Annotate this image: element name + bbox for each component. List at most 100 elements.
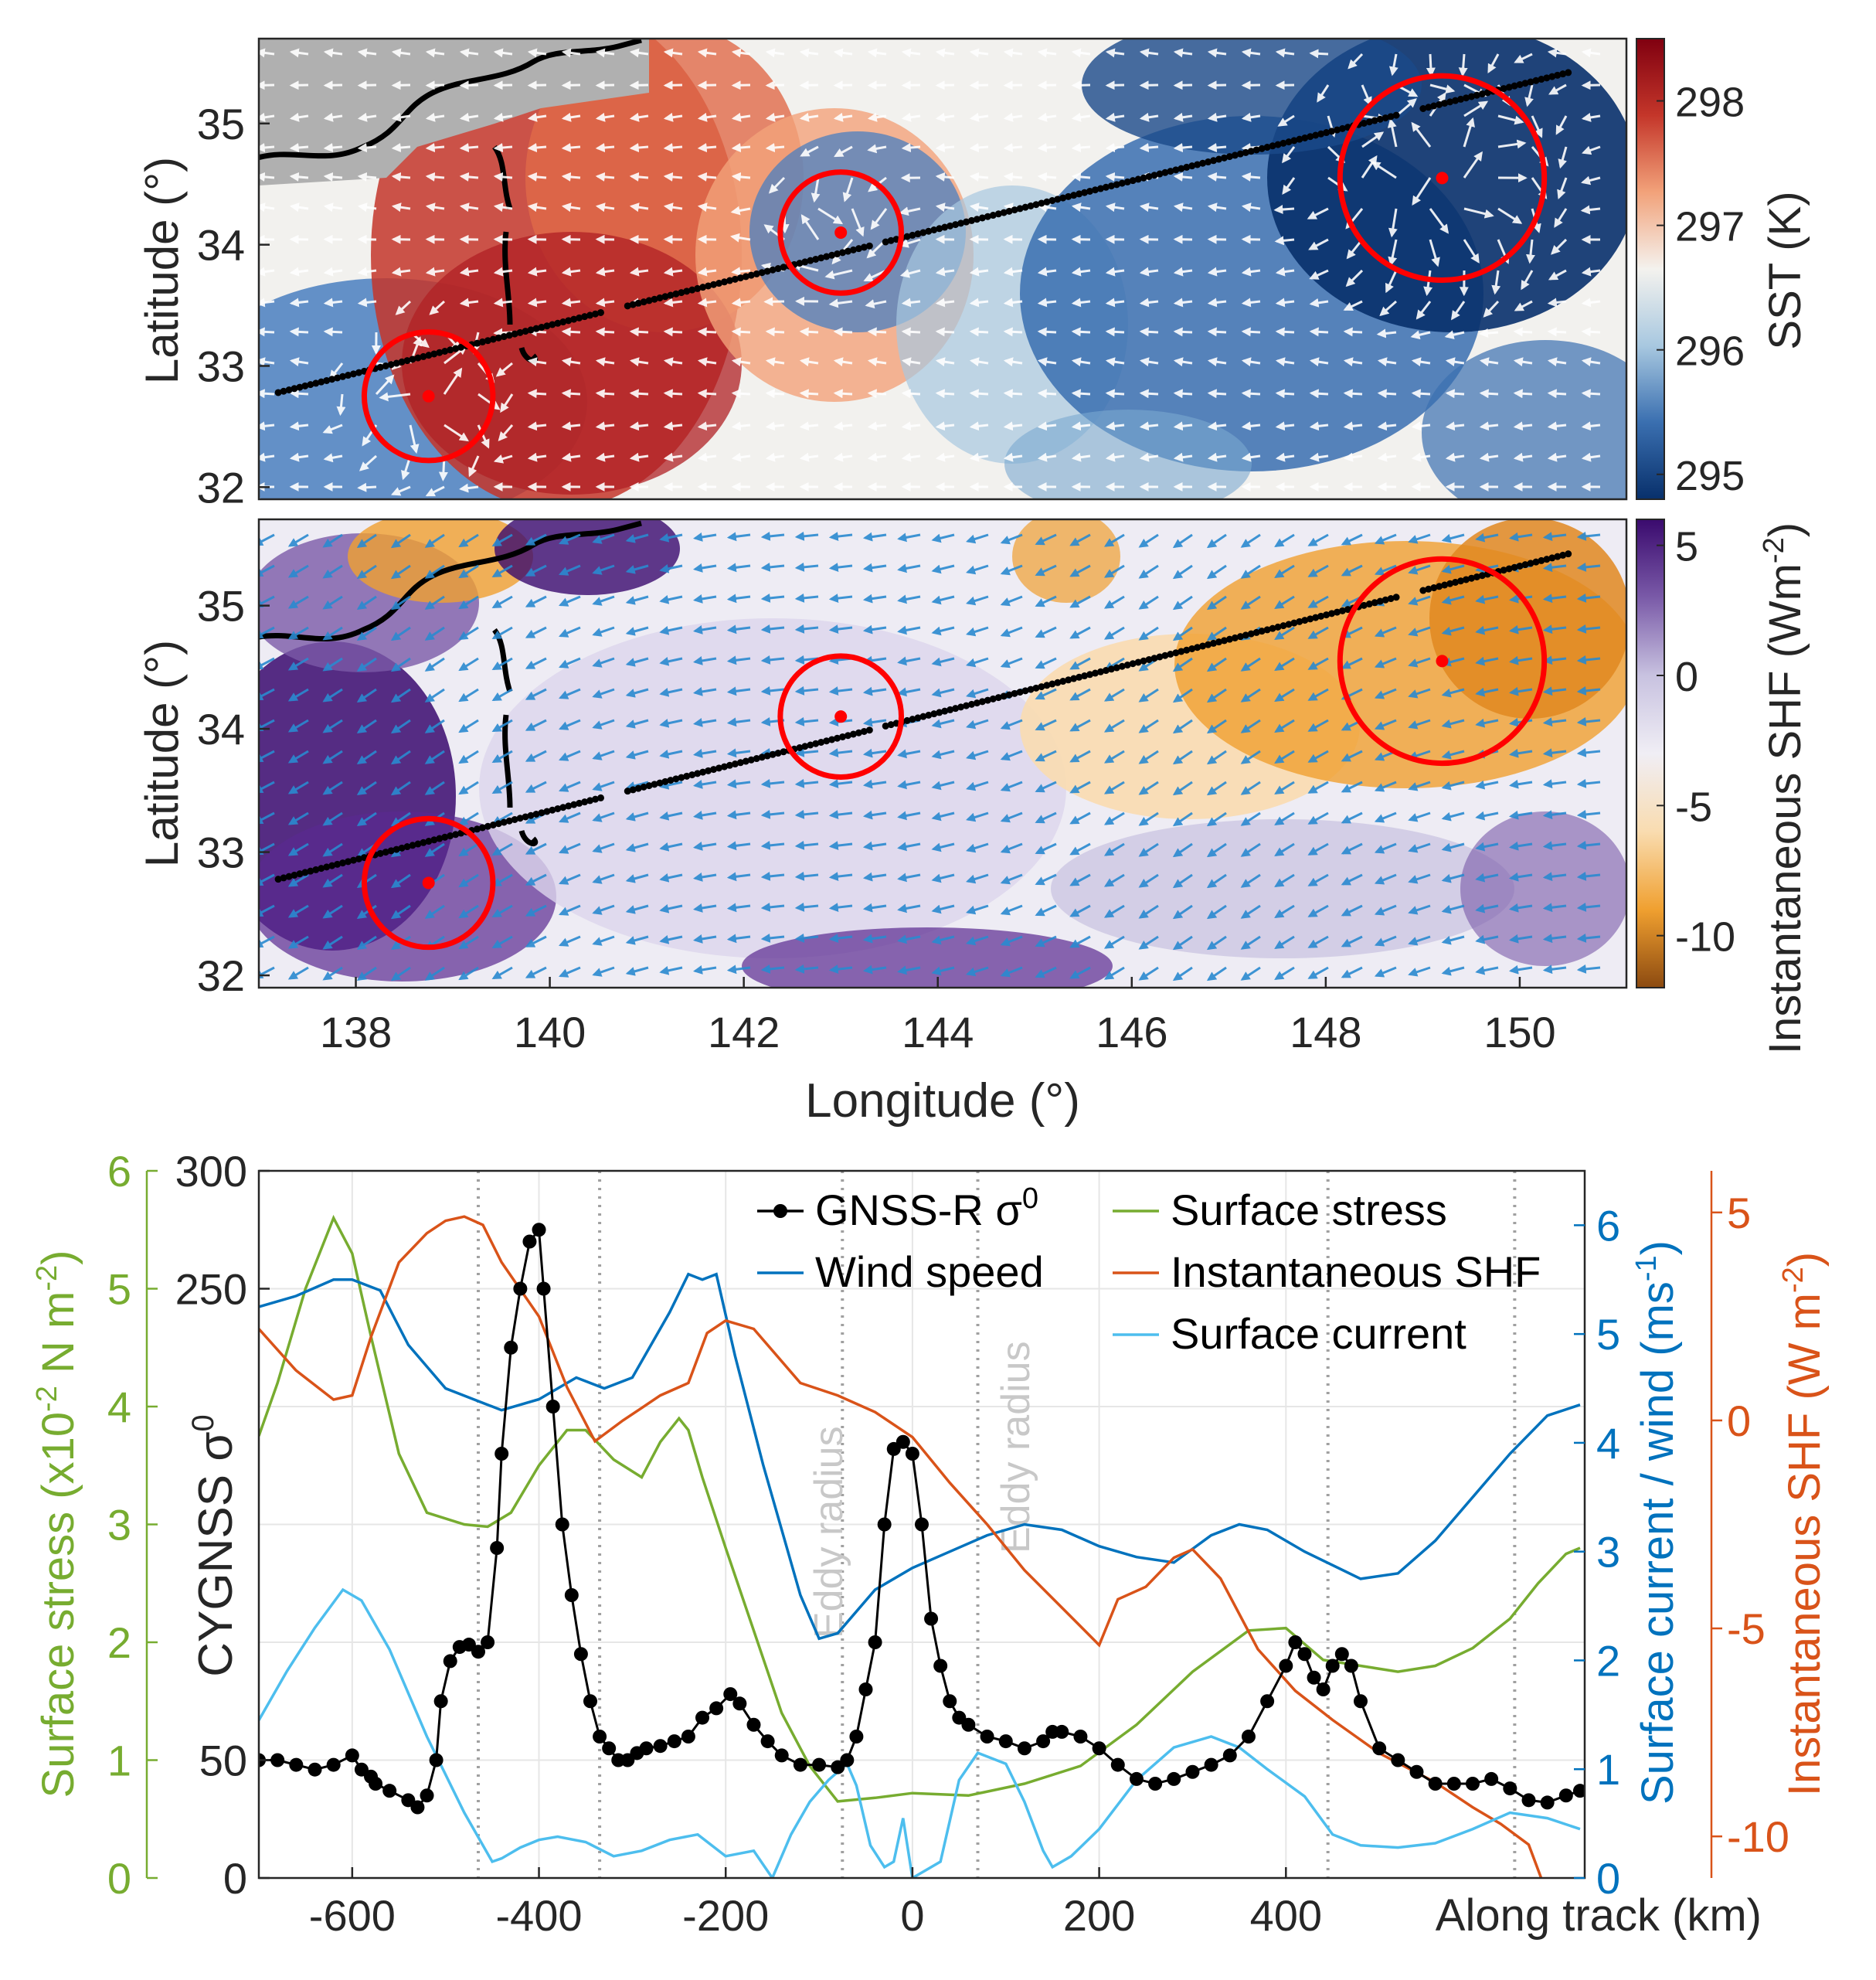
sigma-marker: [369, 1777, 383, 1791]
track-dot: [688, 286, 696, 294]
wind-vector: [259, 811, 275, 825]
wind-vector: [322, 595, 343, 610]
wind-vector: [935, 267, 955, 277]
track-dot: [296, 383, 304, 391]
wind-vector: [559, 595, 581, 607]
wind-vector: [1341, 781, 1363, 793]
wind-vector: [969, 389, 989, 399]
track-dot: [763, 267, 771, 275]
wind-vector: [289, 80, 309, 90]
wind-vector: [459, 112, 479, 122]
track-dot: [1172, 166, 1180, 174]
wind-vector: [425, 202, 445, 213]
wind-vector: [794, 624, 819, 634]
track-dot: [1210, 157, 1218, 165]
wind-vector: [1003, 143, 1023, 153]
wind-vector: [1037, 143, 1057, 153]
sigma-marker: [1503, 1781, 1517, 1796]
track-dot: [1516, 80, 1524, 88]
wind-vector: [1138, 595, 1159, 610]
legend-marker: [773, 1204, 787, 1218]
wind-vector: [525, 626, 547, 638]
wind-vector: [1138, 564, 1159, 579]
wind-vector: [390, 719, 411, 734]
sigma-marker: [420, 1788, 434, 1803]
lat-tick-label: 32: [197, 463, 245, 512]
wind-vector: [322, 424, 343, 434]
sigma-marker: [429, 1753, 444, 1767]
wind-vector: [1408, 781, 1431, 791]
wind-vector: [1441, 564, 1465, 574]
wind-vector: [1207, 421, 1227, 431]
wind-vector: [289, 48, 309, 58]
wind-vector: [390, 485, 411, 496]
wind-vector: [659, 533, 683, 543]
wind-vector: [424, 564, 445, 579]
sigma-marker: [695, 1710, 710, 1725]
wind-vector: [287, 719, 309, 733]
wind-vector: [931, 595, 955, 605]
stress-tick-label: 0: [107, 1854, 131, 1903]
wind-vector: [1172, 657, 1193, 672]
eddy-circle: [1337, 73, 1548, 284]
wind-vector: [1547, 452, 1567, 462]
wind-vector: [663, 389, 683, 399]
wind-vector: [897, 780, 921, 790]
wind-vector: [458, 533, 479, 548]
wind-vector: [1475, 780, 1499, 790]
wind-vector: [1071, 48, 1091, 58]
lon-tick-label: 146: [1096, 1008, 1167, 1056]
wind-vector: [1206, 719, 1227, 734]
wind-vector: [1309, 298, 1329, 308]
wind-vector: [1576, 562, 1601, 572]
wind-vector: [259, 48, 275, 58]
wind-vector: [287, 688, 309, 702]
wind-vector: [391, 48, 411, 58]
eddy-center: [422, 390, 435, 403]
track-dot: [1005, 207, 1013, 215]
track-dot: [1334, 126, 1341, 134]
wind-vector: [357, 48, 377, 58]
wind-vector: [1003, 172, 1023, 182]
eddy-circle: [361, 328, 496, 464]
wind-vector: [659, 750, 683, 759]
wind-vector: [969, 298, 989, 308]
wind-vector: [1173, 267, 1193, 277]
wind-vector: [1138, 533, 1159, 548]
wind-vector: [1558, 146, 1568, 169]
wind-vector: [595, 389, 615, 399]
wind-vector: [527, 112, 547, 122]
wind-vector: [969, 172, 989, 182]
track-dot: [909, 231, 916, 239]
wind-vector: [525, 533, 547, 546]
wind-vector: [1105, 112, 1125, 122]
wind-vector: [1207, 202, 1227, 213]
sigma-marker: [1540, 1795, 1555, 1810]
wind-vector: [760, 655, 785, 665]
wind-vector: [287, 657, 309, 671]
wind-vector: [1557, 177, 1568, 199]
track-dot: [1113, 181, 1120, 189]
wind-vector: [629, 389, 649, 399]
wind-vector: [1000, 750, 1023, 761]
track-dot: [925, 227, 933, 235]
wind-vector: [493, 48, 513, 58]
sigma-marker: [1297, 1647, 1312, 1662]
wind-vector: [444, 424, 469, 442]
wind-vector: [1377, 357, 1397, 367]
sigma-marker: [1017, 1741, 1031, 1756]
wind-vector: [966, 688, 989, 699]
wind-vector: [1206, 595, 1227, 611]
sigma-marker: [812, 1757, 827, 1772]
wind-vector: [625, 750, 649, 760]
wind-vector: [323, 48, 343, 58]
wind-vector: [391, 267, 411, 277]
wind-vector: [935, 298, 955, 308]
lon-tick-label: 148: [1290, 1008, 1361, 1056]
wind-vector: [1274, 781, 1295, 794]
sigma-marker: [746, 1717, 761, 1732]
wind-vector: [1548, 269, 1567, 281]
sigma-marker: [532, 1223, 546, 1237]
wind-vector: [931, 688, 955, 698]
